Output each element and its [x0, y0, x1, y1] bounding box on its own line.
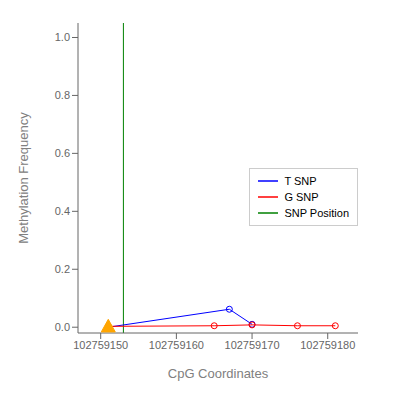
html-text:T SNP: T SNP — [284, 174, 317, 187]
svg-text:0.0: 0.0 — [55, 321, 70, 333]
svg-text:0.4: 0.4 — [55, 205, 70, 217]
svg-text:0.2: 0.2 — [55, 263, 70, 275]
svg-text:1.0: 1.0 — [55, 31, 70, 43]
svg-text:Methylation Frequency: Methylation Frequency — [16, 112, 31, 244]
svg-text:CpG Coordinates: CpG Coordinates — [168, 366, 269, 381]
html-text:G SNP: G SNP — [284, 190, 319, 203]
svg-text:0.8: 0.8 — [55, 89, 70, 101]
svg-text:102759160: 102759160 — [149, 339, 204, 351]
html-text:SNP Position: SNP Position — [284, 206, 349, 219]
svg-text:0.6: 0.6 — [55, 147, 70, 159]
svg-text:102759170: 102759170 — [225, 339, 280, 351]
svg-text:102759150: 102759150 — [73, 339, 128, 351]
svg-text:102759180: 102759180 — [300, 339, 355, 351]
